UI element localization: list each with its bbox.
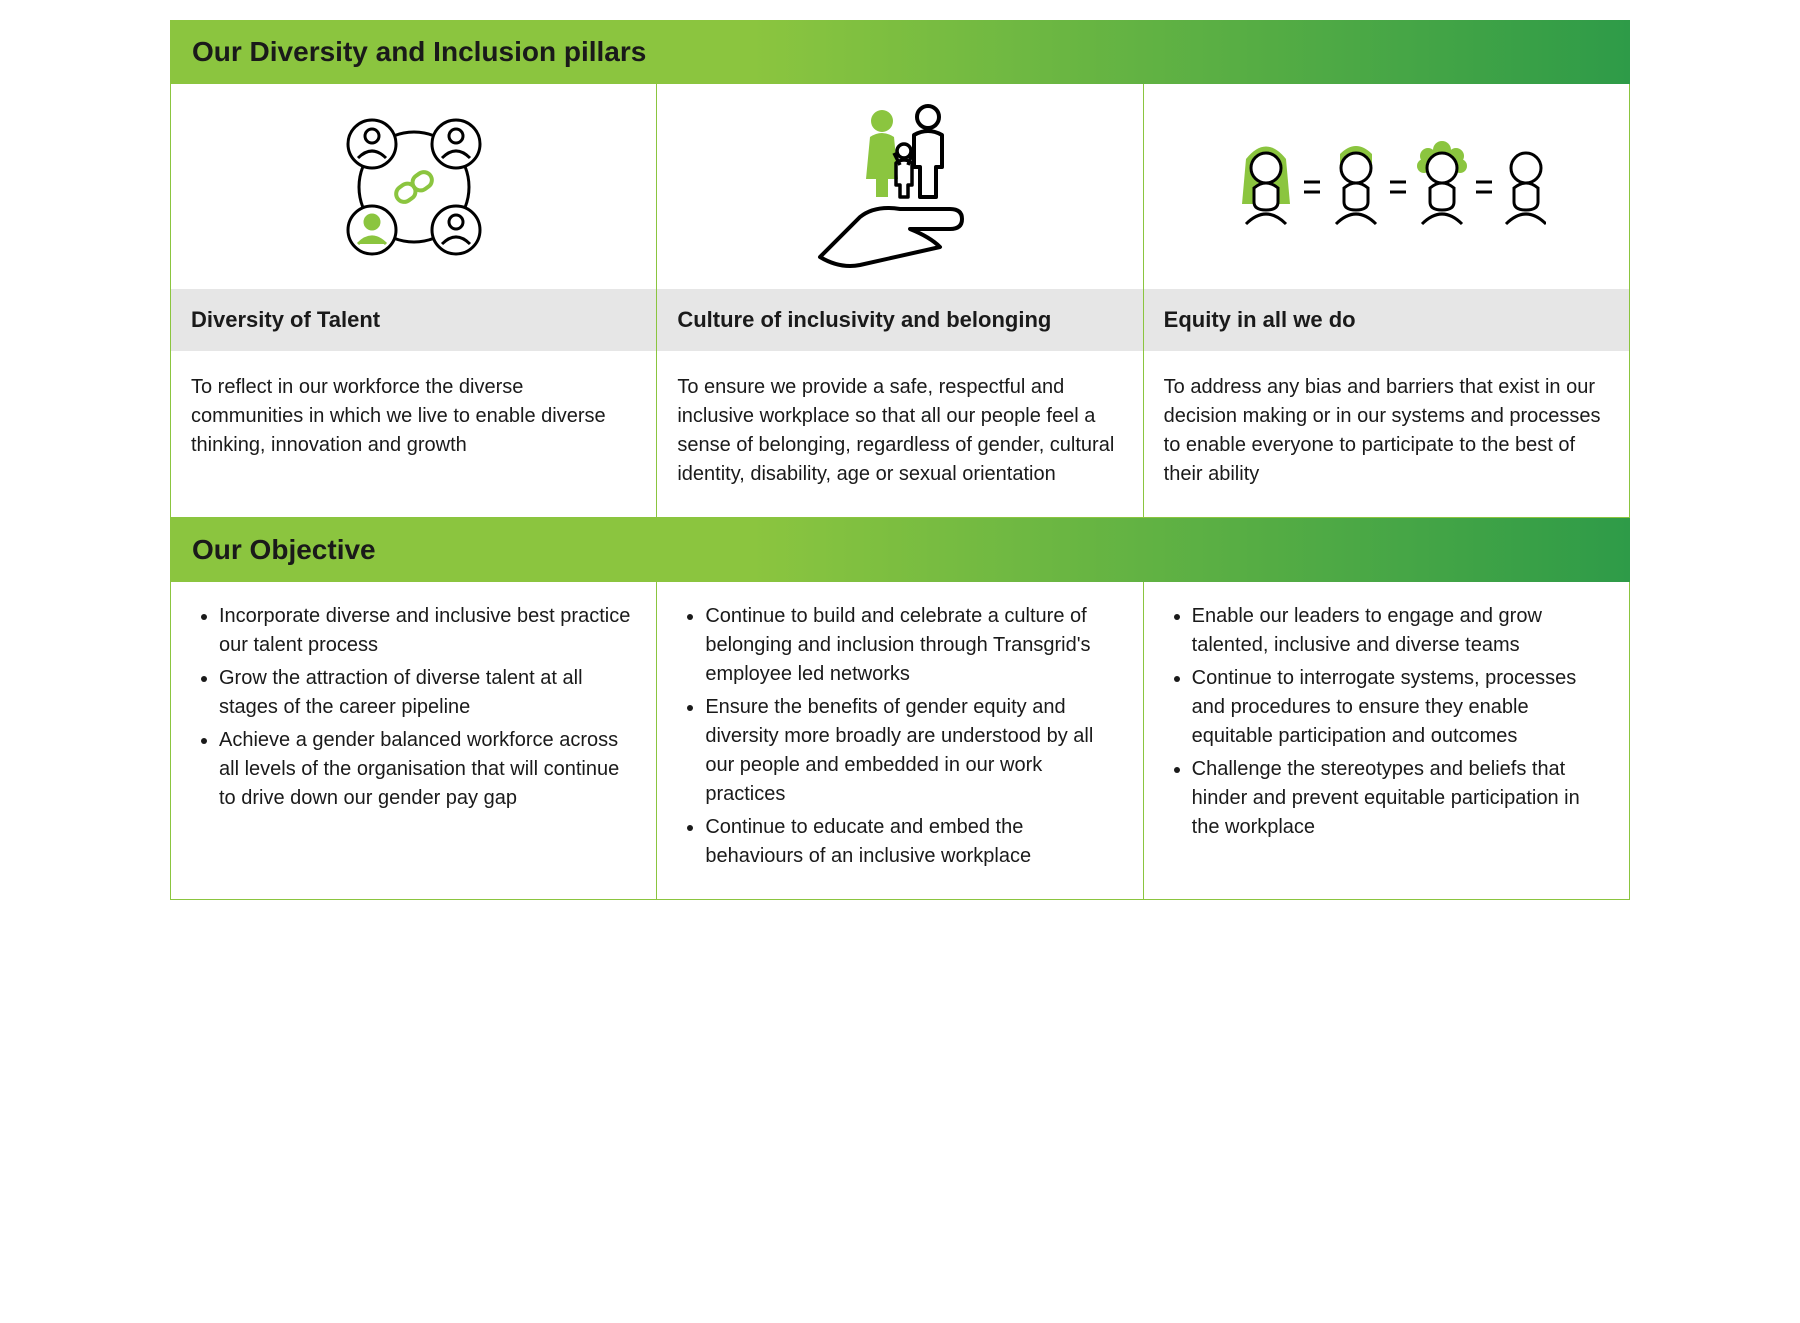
pillar-title: Equity in all we do: [1144, 289, 1629, 351]
list-item: Continue to educate and embed the behavi…: [705, 813, 1122, 871]
objective-column: Continue to build and celebrate a cultur…: [657, 582, 1143, 900]
list-item: Incorporate diverse and inclusive best p…: [219, 602, 636, 660]
objective-list: Incorporate diverse and inclusive best p…: [171, 582, 656, 841]
list-item: Challenge the stereotypes and beliefs th…: [1192, 755, 1609, 842]
equals-people-icon: [1226, 132, 1546, 242]
list-item: Achieve a gender balanced workforce acro…: [219, 726, 636, 813]
pillars-row: Diversity of Talent To reflect in our wo…: [170, 84, 1630, 518]
pillar-icon-area: [657, 84, 1142, 289]
pillar-desc: To address any bias and barriers that ex…: [1144, 351, 1629, 517]
pillar-column: Equity in all we do To address any bias …: [1144, 84, 1630, 518]
pillar-desc: To reflect in our workforce the diverse …: [171, 351, 656, 517]
pillar-desc: To ensure we provide a safe, respectful …: [657, 351, 1142, 517]
pillar-icon-area: [171, 84, 656, 289]
pillar-column: Diversity of Talent To reflect in our wo…: [170, 84, 657, 518]
list-item: Grow the attraction of diverse talent at…: [219, 664, 636, 722]
pillar-column: Culture of inclusivity and belonging To …: [657, 84, 1143, 518]
objective-column: Incorporate diverse and inclusive best p…: [170, 582, 657, 900]
infographic-container: Our Diversity and Inclusion pillars: [170, 20, 1630, 900]
pillars-header: Our Diversity and Inclusion pillars: [170, 20, 1630, 84]
pillar-icon-area: [1144, 84, 1629, 289]
pillar-title: Culture of inclusivity and belonging: [657, 289, 1142, 351]
pillar-title: Diversity of Talent: [171, 289, 656, 351]
objective-column: Enable our leaders to engage and grow ta…: [1144, 582, 1630, 900]
list-item: Continue to interrogate systems, process…: [1192, 664, 1609, 751]
objective-list: Continue to build and celebrate a cultur…: [657, 582, 1142, 899]
list-item: Continue to build and celebrate a cultur…: [705, 602, 1122, 689]
network-icon: [324, 102, 504, 272]
objectives-row: Incorporate diverse and inclusive best p…: [170, 582, 1630, 900]
list-item: Ensure the benefits of gender equity and…: [705, 693, 1122, 809]
objective-header: Our Objective: [170, 518, 1630, 582]
list-item: Enable our leaders to engage and grow ta…: [1192, 602, 1609, 660]
family-hand-icon: [800, 97, 1000, 277]
objective-list: Enable our leaders to engage and grow ta…: [1144, 582, 1629, 870]
